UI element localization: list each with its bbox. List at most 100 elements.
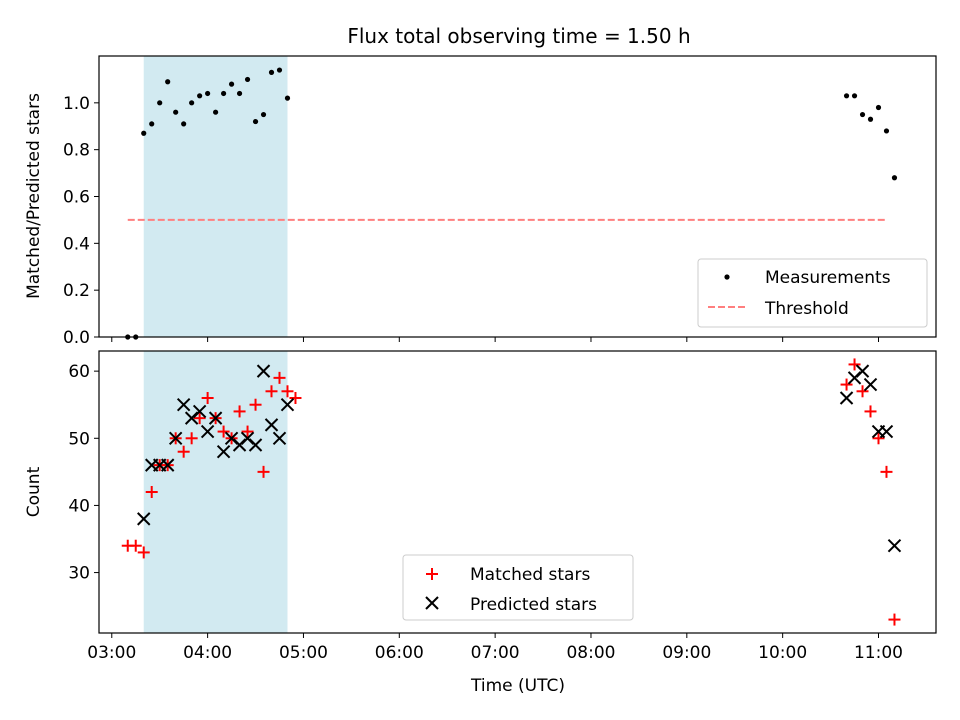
matched-star-point [281,385,294,398]
measurement-point [883,128,890,134]
x-tick-label: 11:00 [854,643,903,663]
predicted-star-point [256,364,271,378]
predicted-star-point [137,512,151,526]
measurement-point [141,130,147,136]
measurement-point [173,109,179,115]
measurement-point [859,111,866,118]
top-axes-frame [98,55,937,338]
y-tick-label: 0.8 [63,141,90,161]
measurement-point [260,111,267,118]
measurement-point [268,69,275,75]
matched-star-point [265,385,278,398]
top-panel: 0.0 0.2 0.4 0.6 0.8 1.0 Matched/Predicted sta… [24,55,937,348]
y-tick-label: 60 [68,362,90,382]
predicted-star-point [248,438,263,452]
x-tick-label: 03:00 [87,643,136,663]
predicted-star-point [216,445,231,459]
legend-matched-label: Matched stars [470,565,590,585]
legend-measurements-marker [724,274,730,280]
y-tick-label: 0.0 [63,328,90,348]
x-axis-label: Time (UTC) [470,676,565,696]
matched-star-point [249,398,262,411]
bottom-ylabel: Count [24,466,44,517]
predicted-star-point [887,539,902,553]
measurement-point [157,100,163,106]
x-tick-label: 07:00 [471,643,520,663]
matched-star-point [864,405,877,418]
top-plot-marks [125,67,898,340]
y-tick-label: 50 [68,429,90,449]
predicted-star-point [839,391,854,405]
measurement-point [851,93,858,99]
measurement-point [197,93,203,99]
predicted-star-point [855,364,870,378]
matched-star-point [848,358,861,371]
matched-star-point [273,371,286,384]
measurement-point [284,95,291,101]
x-tick-label: 09:00 [662,643,711,663]
measurement-point [867,116,874,122]
predicted-star-point [863,377,878,392]
measurement-point [149,121,155,127]
matched-star-point [193,412,206,425]
bottom-plot-marks [121,358,902,626]
measurement-point [228,81,235,87]
legend-predicted-label: Predicted stars [470,595,597,615]
top-axis-ticks: 0.0 0.2 0.4 0.6 0.8 1.0 [63,94,879,348]
bottom-shaded-region [143,351,288,633]
legend-measurements-label: Measurements [765,268,891,288]
top-legend: Measurements Threshold [697,258,928,328]
matched-star-point [880,465,893,478]
top-ylabel: Matched/Predicted stars [24,93,44,299]
predicted-star-point [176,398,191,412]
predicted-star-point [264,418,279,432]
measurement-point [236,90,243,97]
y-tick-label: 30 [68,564,90,584]
matched-star-point [185,432,198,445]
chart-title: Flux total observing time = 1.50 h [347,24,690,48]
predicted-star-point [200,424,215,439]
bottom-axis-ticks: 03:00 04:00 05:00 06:00 07:00 08:00 09:00 10:00… [68,362,903,663]
matched-star-point [137,546,150,559]
measurement-point [244,76,251,83]
predicted-star-point [192,404,207,419]
y-tick-label: 1.0 [63,94,90,114]
measurement-point [189,100,195,106]
y-tick-label: 40 [68,496,90,516]
measurement-point [252,118,259,125]
x-tick-label: 08:00 [566,643,615,663]
measurement-point [181,121,187,127]
predicted-star-point [280,398,295,412]
y-tick-label: 0.4 [63,234,90,254]
matched-star-point [177,445,190,458]
measurement-point [165,79,171,85]
x-tick-label: 10:00 [758,643,807,663]
legend-predicted-marker [425,596,439,610]
measurement-point [213,109,219,115]
matched-star-point [241,425,254,438]
predicted-star-point [272,431,287,445]
matched-star-point [145,486,158,498]
matched-star-point [129,539,142,552]
matched-star-point [233,405,246,418]
y-tick-label: 0.6 [63,188,90,208]
measurement-point [875,104,882,111]
matched-star-point [872,432,885,445]
bottom-legend: Matched stars Predicted stars [402,554,634,621]
legend-threshold-label: Threshold [764,299,849,319]
matched-star-point [289,392,302,404]
measurement-point [891,175,898,181]
x-tick-label: 04:00 [183,643,232,663]
measurement-point [276,67,283,73]
measurement-point [220,90,227,97]
x-tick-label: 06:00 [375,643,424,663]
predicted-star-point [879,424,894,439]
bottom-panel: 03:00 04:00 05:00 06:00 07:00 08:00 09:00 10:00… [24,350,937,663]
matched-star-point [888,613,901,626]
x-tick-label: 05:00 [279,643,328,663]
bottom-axes-frame [98,350,937,634]
measurement-point [205,90,211,97]
top-shaded-region [143,56,288,337]
predicted-star-point [208,411,223,425]
